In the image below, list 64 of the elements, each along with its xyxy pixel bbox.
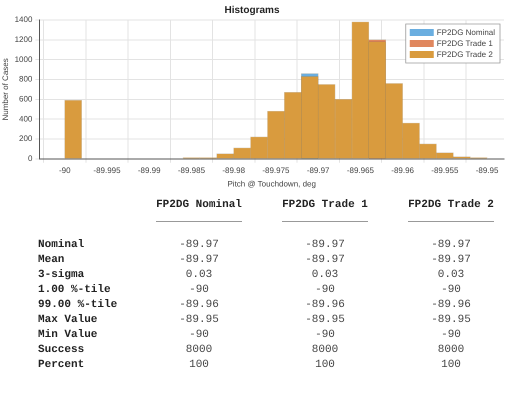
y-tick-label: 400 [19,114,33,124]
x-tick-label: -89.98 [222,166,246,175]
text: -89.96 [178,298,220,313]
text: Success [37,343,86,358]
x-tick-label: -89.955 [431,166,459,175]
y-tick-label: 1200 [14,35,33,44]
text: Percent [37,358,86,373]
x-tick-label: -90 [58,166,72,175]
y-tick-label: 800 [19,74,33,84]
text: FP2DG Trade 2 [408,198,494,222]
y-tick-label: 1000 [14,54,33,64]
text: -89.96 [304,298,346,313]
text: 0.03 [184,268,214,283]
legend-label: FP2DG Trade 1 [436,39,494,48]
text: 3-sigma [37,268,86,283]
text: 100 [440,358,462,373]
y-tick-label: 0 [28,154,33,164]
x-tick-label: -89.95 [476,166,499,175]
text: -89.97 [304,238,346,253]
text: 100 [314,358,336,373]
text: Mean [37,253,66,268]
text: 8000 [436,343,466,358]
x-tick-label: -89.975 [262,166,290,175]
text: -90 [440,328,462,343]
text: -89.95 [430,313,472,328]
text: -89.96 [430,298,472,313]
text: -89.95 [304,313,346,328]
y-tick-label: 1400 [14,15,33,24]
text: Nominal [37,238,86,253]
text: 0.03 [310,268,340,283]
x-tick-label: -89.96 [391,166,415,175]
x-tick-label: -89.99 [138,166,162,175]
x-tick-label: -89.995 [93,166,122,175]
text: -89.97 [304,253,346,268]
x-axis-title: Pitch @ Touchdown, deg [227,179,316,188]
text: -90 [314,283,336,298]
text: -90 [440,283,462,298]
text: 1.00 %-tile [37,283,112,298]
y-tick-label: 600 [19,94,33,104]
text: Min Value [37,328,98,343]
text: -89.97 [178,238,220,253]
text: -90 [188,283,210,298]
text: 99.00 %-tile [37,298,118,313]
text: 8000 [184,343,214,358]
y-axis-title: Number of Cases [1,58,10,121]
x-tick-label: -89.985 [178,166,206,175]
y-tick-label: 200 [19,134,33,144]
text: 0.03 [436,268,466,283]
legend-label: FP2DG Nominal [436,28,496,38]
x-tick-label: -89.97 [306,166,330,175]
text: 100 [188,358,210,373]
text: FP2DG Nominal [156,198,242,222]
text: -89.95 [178,313,220,328]
text: -90 [314,328,336,343]
text: -89.97 [430,253,472,268]
text: -89.97 [430,238,472,253]
chart-title: Histograms [224,4,280,16]
text: 8000 [310,343,340,358]
x-tick-label: -89.965 [346,166,375,175]
text: FP2DG Trade 1 [282,198,368,222]
text: -89.97 [178,253,220,268]
legend-label: FP2DG Trade 2 [436,50,494,60]
text: -90 [188,328,210,343]
text: Max Value [37,313,98,328]
